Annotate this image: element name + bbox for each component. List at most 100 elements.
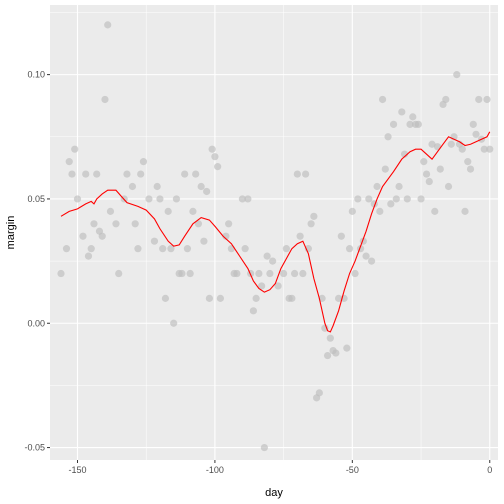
data-point	[128, 182, 137, 191]
smooth-line	[60, 131, 491, 333]
x-tick-label: -150	[68, 465, 86, 475]
data-point	[238, 195, 246, 203]
data-point	[387, 200, 395, 208]
data-point	[134, 245, 142, 253]
data-point	[392, 195, 400, 203]
data-point	[282, 245, 290, 253]
data-point	[170, 319, 178, 327]
data-point	[181, 170, 189, 178]
data-point	[389, 120, 398, 128]
data-point	[362, 252, 370, 260]
data-point	[442, 95, 450, 104]
data-point	[101, 95, 109, 104]
data-point	[420, 158, 428, 166]
data-point	[205, 294, 214, 302]
data-point	[159, 245, 167, 253]
y-tick-label: -0.05	[24, 443, 45, 453]
data-point	[472, 130, 480, 138]
data-point	[414, 120, 422, 128]
data-point	[84, 252, 93, 260]
data-point	[266, 269, 274, 278]
data-point	[68, 170, 76, 178]
data-point	[183, 245, 192, 253]
data-point	[343, 344, 351, 352]
data-point	[291, 269, 299, 278]
data-point	[145, 195, 153, 203]
data-point	[62, 245, 71, 253]
data-point	[395, 182, 403, 191]
data-point	[296, 232, 304, 240]
data-points	[57, 21, 494, 452]
data-point	[425, 177, 433, 186]
data-point	[436, 165, 444, 173]
data-point	[354, 195, 362, 203]
data-point	[466, 165, 475, 173]
data-point	[57, 269, 65, 278]
data-point	[192, 170, 200, 178]
data-point	[384, 133, 392, 141]
data-point	[310, 212, 318, 220]
data-point	[153, 182, 161, 191]
data-point	[351, 269, 359, 278]
data-point	[139, 158, 148, 166]
data-point	[299, 269, 307, 278]
data-point	[216, 294, 225, 302]
data-point	[82, 170, 90, 178]
data-point	[431, 207, 439, 215]
data-point	[115, 269, 123, 278]
data-point	[263, 252, 271, 260]
data-point	[480, 145, 488, 153]
data-point	[104, 21, 112, 29]
data-point	[461, 207, 469, 215]
data-point	[167, 245, 175, 253]
data-point	[469, 120, 477, 128]
data-point	[337, 232, 345, 240]
data-point	[65, 158, 73, 166]
data-point	[315, 389, 323, 397]
data-point	[483, 95, 491, 104]
data-point	[400, 150, 409, 158]
x-tick-label: -100	[206, 465, 224, 475]
data-point	[172, 195, 181, 203]
data-point	[406, 120, 414, 128]
data-point	[376, 207, 384, 215]
data-point	[112, 220, 120, 228]
data-point	[332, 349, 340, 357]
data-point	[373, 182, 381, 191]
data-point	[227, 245, 235, 253]
data-point	[73, 195, 82, 203]
data-point	[123, 170, 131, 178]
data-point	[398, 108, 406, 116]
data-point	[214, 163, 222, 171]
data-point	[222, 232, 230, 240]
data-point	[189, 207, 197, 215]
data-point	[433, 143, 442, 151]
data-point	[252, 294, 260, 302]
data-point	[293, 170, 301, 178]
data-point	[244, 195, 252, 203]
data-point	[90, 220, 98, 228]
data-point	[203, 187, 211, 196]
plot-panel	[50, 5, 498, 460]
data-point	[164, 207, 172, 215]
data-point	[200, 237, 208, 245]
data-point	[444, 182, 453, 191]
data-point	[269, 257, 277, 265]
data-point	[458, 145, 466, 153]
data-point	[255, 269, 263, 278]
data-point	[150, 237, 159, 245]
y-axis-title: margin	[5, 216, 17, 250]
data-point	[475, 95, 483, 104]
x-tick-label: -50	[346, 465, 359, 475]
data-point	[381, 165, 389, 173]
data-point	[156, 195, 164, 203]
data-point	[131, 220, 139, 228]
y-tick-label: 0.10	[27, 70, 45, 80]
data-point	[137, 170, 145, 178]
smooth-line-group	[60, 131, 491, 333]
data-point	[208, 145, 216, 153]
data-point	[71, 145, 79, 153]
data-point	[161, 294, 170, 302]
data-point	[348, 207, 356, 215]
